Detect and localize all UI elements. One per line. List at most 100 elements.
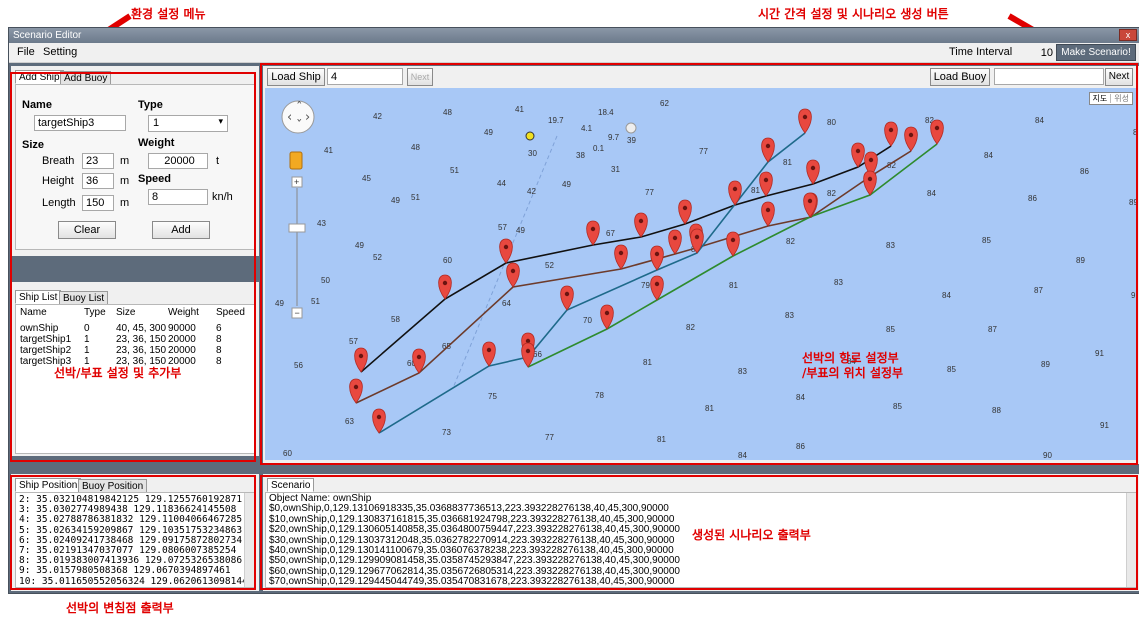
tab-ship-list[interactable]: Ship List	[15, 290, 62, 304]
waypoint-marker[interactable]	[650, 245, 664, 271]
waypoint-marker[interactable]	[761, 137, 775, 163]
waypoint-marker[interactable]	[412, 348, 426, 374]
map-canvas[interactable]: 42 48 41 19.7 18.4 62 4.1 9.7 39 49 80 82 84 87 41 48 30…	[265, 88, 1137, 460]
waypoint-marker[interactable]	[560, 285, 574, 311]
length-field[interactable]	[82, 195, 114, 211]
waypoint-marker[interactable]	[372, 408, 386, 434]
add-button[interactable]: Add	[152, 221, 210, 239]
ship-position-item[interactable]: 5: 35.02634159209867 129.10351753234863	[19, 524, 243, 536]
ship-list-cell: 6	[216, 323, 222, 334]
ship-position-item[interactable]: 9: 35.0157980508368 129.0670394897461	[19, 565, 231, 577]
ship-position-item[interactable]: 4: 35.02788786381832 129.11004066467285	[19, 514, 243, 526]
ship-position-scrollbar[interactable]	[244, 493, 254, 587]
tab-scenario[interactable]: Scenario	[267, 478, 315, 492]
waypoint-marker[interactable]	[438, 274, 452, 300]
waypoint-marker[interactable]	[761, 201, 775, 227]
ship-position-item[interactable]: 2: 35.032104819842125 129.1255760192871	[19, 494, 243, 505]
waypoint-marker[interactable]	[904, 126, 918, 152]
waypoint-marker-dot	[353, 384, 359, 390]
time-interval-input[interactable]	[1013, 45, 1053, 61]
map-type-satellite[interactable]: 위성	[1114, 94, 1129, 103]
waypoint-marker[interactable]	[759, 171, 773, 197]
zoom-slider-handle[interactable]	[288, 223, 306, 233]
next-ship-button[interactable]: Next	[407, 68, 433, 86]
depth-label: 45	[362, 174, 371, 183]
pan-arrow-icon[interactable]: ›	[305, 110, 310, 125]
pan-arrow-icon[interactable]: ˆ	[296, 101, 303, 116]
scenario-line: $0,ownShip,0,129.13106918335,35.03688377…	[269, 503, 669, 515]
waypoint-marker-dot	[730, 237, 736, 243]
waypoint-marker[interactable]	[798, 108, 812, 134]
waypoint-marker[interactable]	[728, 180, 742, 206]
tab-buoy-list[interactable]: Buoy List	[59, 291, 109, 305]
waypoint-marker[interactable]	[668, 229, 682, 255]
waypoint-marker[interactable]	[586, 220, 600, 246]
speed-field[interactable]	[148, 189, 208, 205]
scenario-line: $50,ownShip,0,129.129909081458,35.035874…	[269, 555, 680, 567]
waypoint-marker[interactable]	[678, 199, 692, 225]
depth-label: 83	[785, 311, 794, 320]
depth-label: 49	[516, 226, 525, 235]
waypoint-marker[interactable]	[499, 238, 513, 264]
waypoint-marker[interactable]	[851, 142, 865, 168]
menu-file[interactable]: File	[17, 46, 35, 58]
waypoint-marker[interactable]	[726, 231, 740, 257]
depth-label: 48	[443, 108, 452, 117]
ship-position-item[interactable]: 3: 35.0302774989438 129.11836624145508	[19, 504, 237, 516]
tab-buoy-position[interactable]: Buoy Position	[78, 479, 148, 493]
waypoint-marker[interactable]	[863, 170, 877, 196]
menu-setting[interactable]: Setting	[43, 46, 78, 58]
waypoint-marker[interactable]	[506, 262, 520, 288]
waypoint-marker[interactable]	[600, 304, 614, 330]
ship-list-cell: targetShip2	[20, 345, 72, 356]
map-svg[interactable]: 42 48 41 19.7 18.4 62 4.1 9.7 39 49 80 82 84 87 41 48 30…	[265, 88, 1137, 460]
tab-add-ship[interactable]: Add Ship	[15, 70, 64, 84]
waypoint-marker[interactable]	[349, 378, 363, 404]
waypoint-marker[interactable]	[634, 212, 648, 238]
load-ship-button[interactable]: Load Ship	[267, 68, 325, 86]
clear-button[interactable]: Clear	[58, 221, 116, 239]
breath-field[interactable]	[82, 153, 114, 169]
map-type-map[interactable]: 지도	[1089, 94, 1112, 103]
zoom-in-button[interactable]	[291, 176, 303, 188]
waypoint-marker[interactable]	[614, 244, 628, 270]
zoom-out-button[interactable]	[291, 307, 303, 319]
waypoint-marker[interactable]	[930, 119, 944, 145]
ship-position-list[interactable]: 2: 35.032104819842125 129.1255760192871 3…	[15, 492, 255, 588]
close-icon[interactable]: x	[1119, 29, 1137, 41]
waypoint-marker[interactable]	[521, 342, 535, 368]
waypoint-marker[interactable]	[354, 347, 368, 373]
tab-add-buoy[interactable]: Add Buoy	[60, 71, 112, 85]
ship-position-item[interactable]: 8: 35.01938300741393​6 129.07253265380​8…	[19, 555, 243, 567]
waypoint-marker[interactable]	[690, 228, 704, 254]
waypoint-marker[interactable]	[864, 151, 878, 177]
make-scenario-button[interactable]: Make Scenario!	[1056, 44, 1136, 61]
street-view-icon[interactable]	[289, 151, 303, 170]
load-buoy-input[interactable]	[994, 68, 1104, 85]
waypoint-marker[interactable]	[482, 341, 496, 367]
waypoint-marker[interactable]	[884, 121, 898, 147]
ship-position-item[interactable]: 6: 35.02409241738468 129.09175872802734	[19, 534, 243, 546]
waypoint-marker[interactable]	[650, 275, 664, 301]
map-pan-control[interactable]	[281, 100, 315, 134]
weight-field[interactable]	[148, 153, 208, 169]
pan-arrow-icon[interactable]: ‹	[287, 110, 292, 125]
waypoint-marker[interactable]	[806, 159, 820, 185]
type-select[interactable]: 1 ▾	[148, 115, 228, 132]
depth-label: 83	[886, 241, 895, 250]
map-type-control[interactable]: 지도 위성	[1088, 92, 1133, 105]
waypoint-marker[interactable]	[803, 192, 817, 218]
height-field[interactable]	[82, 173, 114, 189]
ship-position-item[interactable]: 7: 35.02191347037077 129.0806007385254	[19, 545, 237, 557]
scenario-scrollbar[interactable]	[1126, 493, 1136, 587]
depth-label: 60	[283, 449, 292, 458]
name-field[interactable]	[34, 115, 126, 131]
buoy-marker[interactable]	[525, 131, 535, 141]
pan-arrow-icon[interactable]: ˇ	[296, 119, 303, 134]
next-buoy-button[interactable]: Next	[1105, 68, 1133, 86]
load-buoy-button[interactable]: Load Buoy	[930, 68, 990, 86]
scenario-output[interactable]: Object Name: ownShip $0,ownShip,0,129.131…	[265, 492, 1137, 588]
ship-position-item[interactable]: 10: 35.011650552056324 129.0620613098144…	[19, 575, 254, 587]
tab-ship-position[interactable]: Ship Position	[15, 478, 82, 492]
load-ship-input[interactable]	[327, 68, 403, 85]
